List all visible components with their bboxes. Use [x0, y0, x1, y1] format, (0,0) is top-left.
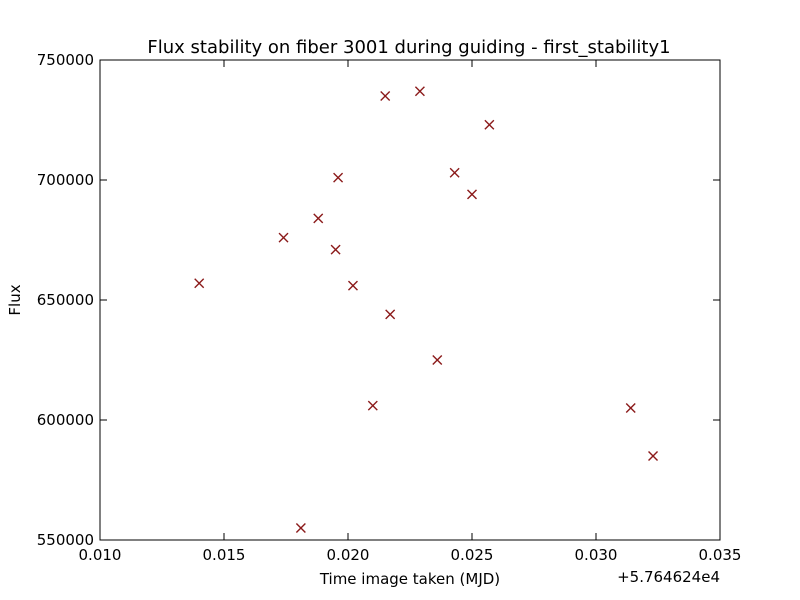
x-tick-label: 0.030 [575, 546, 618, 564]
marker-stroke [380, 91, 391, 101]
marker-stroke [385, 309, 396, 320]
marker-stroke [295, 523, 306, 533]
marker-stroke [414, 86, 425, 97]
y-tick-label: 600000 [37, 411, 94, 429]
marker-stroke [313, 213, 324, 224]
y-tick-label: 650000 [37, 291, 94, 309]
x-axis: 0.010 0.015 0.020 0.025 0.030 0.035 [79, 60, 742, 564]
data-point [278, 232, 289, 243]
data-points [194, 86, 659, 533]
x-tick-label: 0.010 [79, 546, 122, 564]
data-point [330, 244, 341, 255]
data-point [295, 523, 306, 533]
data-point [432, 355, 443, 365]
marker-stroke [194, 278, 205, 289]
marker-stroke [347, 280, 358, 291]
marker-stroke [467, 189, 477, 200]
marker-stroke [484, 119, 495, 130]
marker-stroke [278, 232, 289, 243]
chart-title: Flux stability on fiber 3001 during guid… [147, 37, 670, 58]
marker-stroke [449, 167, 460, 178]
marker-stroke [625, 403, 636, 413]
y-axis-label: Flux [6, 284, 24, 315]
data-point [467, 189, 477, 200]
marker-stroke [648, 451, 659, 461]
x-offset-label: +5.764624e4 [617, 568, 720, 586]
y-tick-label: 750000 [37, 51, 94, 69]
data-point [333, 172, 344, 183]
x-tick-label: 0.025 [451, 546, 494, 564]
data-point [313, 213, 324, 224]
y-tick-label: 550000 [37, 531, 94, 549]
data-point [194, 278, 205, 289]
data-point [367, 400, 378, 411]
data-point [380, 91, 391, 101]
marker-stroke [432, 355, 443, 365]
data-point [625, 403, 636, 413]
marker-stroke [330, 244, 341, 255]
data-point [385, 309, 396, 320]
x-tick-label: 0.020 [327, 546, 370, 564]
data-point [347, 280, 358, 291]
data-point [449, 167, 460, 178]
x-tick-label: 0.035 [699, 546, 742, 564]
marker-stroke [367, 400, 378, 411]
plot-frame [99, 59, 721, 541]
x-tick-label: 0.015 [203, 546, 246, 564]
data-point [484, 119, 495, 130]
y-axis: 550000 600000 650000 700000 750000 [37, 51, 720, 549]
data-point [648, 451, 659, 461]
data-point [414, 86, 425, 97]
x-axis-label: Time image taken (MJD) [319, 570, 500, 588]
y-tick-label: 700000 [37, 171, 94, 189]
marker-stroke [333, 172, 344, 183]
